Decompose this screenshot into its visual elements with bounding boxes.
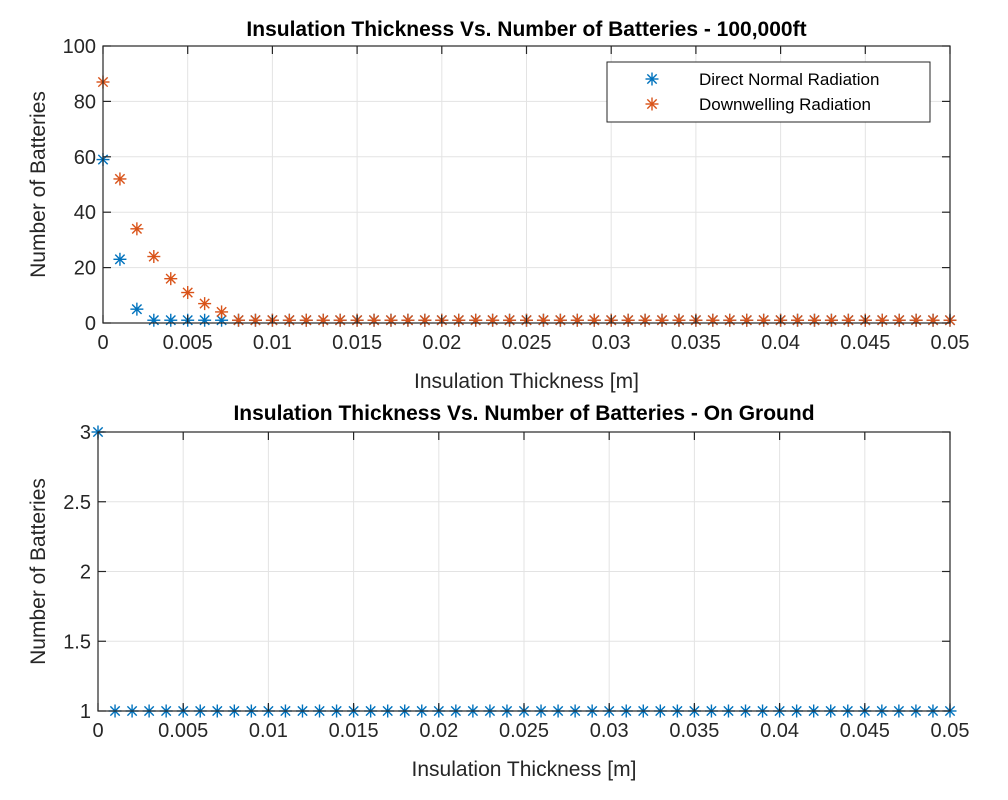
data-point [113, 172, 127, 186]
data-point [791, 313, 805, 327]
x-tick-label: 0.01 [253, 332, 292, 354]
x-tick-label: 0.03 [590, 720, 629, 742]
data-point [841, 313, 855, 327]
x-tick-label: 0.04 [761, 332, 800, 354]
data-point [486, 313, 500, 327]
plot-on-ground: 0 0.005 0.01 0.015 0.02 0.025 0.03 0.035 0.04 0.0… [27, 402, 969, 781]
y-tick-label: 40 [74, 202, 96, 224]
x-tick-label: 0.04 [760, 720, 799, 742]
data-point [824, 313, 838, 327]
legend: Direct Normal Radiation Downwelling Radi… [606, 61, 931, 123]
axis-ticks: 0 0.005 0.01 0.015 0.02 0.025 0.03 0.035 0.04 0.0… [63, 36, 970, 354]
x-tick-label: 0.02 [419, 720, 458, 742]
x-tick-label: 0.03 [592, 332, 631, 354]
data-point [757, 313, 771, 327]
y-tick-label: 2.5 [63, 492, 91, 514]
data-point [587, 313, 601, 327]
y-tick-label: 3 [80, 422, 91, 444]
data-point [198, 297, 212, 311]
data-point [215, 305, 229, 319]
axis-ticks: 0 0.005 0.01 0.015 0.02 0.025 0.03 0.035 0.04 0.0… [63, 422, 969, 742]
data-point [723, 313, 737, 327]
data-point [503, 313, 517, 327]
x-tick-label: 0.025 [499, 720, 549, 742]
x-tick-label: 0.025 [501, 332, 551, 354]
data-point [282, 313, 296, 327]
x-tick-label: 0.015 [332, 332, 382, 354]
x-tick-label: 0.035 [669, 720, 719, 742]
x-axis-label: Insulation Thickness [m] [414, 370, 639, 393]
x-tick-label: 0.045 [840, 720, 890, 742]
data-point [299, 313, 313, 327]
data-point [655, 313, 669, 327]
data-point [333, 313, 347, 327]
y-axis-label: Number of Batteries [27, 478, 50, 665]
data-point [164, 272, 178, 286]
y-tick-label: 1.5 [63, 631, 91, 653]
data-point [452, 313, 466, 327]
legend-marker-icon [645, 72, 659, 86]
data-point [672, 313, 686, 327]
y-tick-label: 80 [74, 91, 96, 113]
x-tick-label: 0.005 [163, 332, 213, 354]
y-tick-label: 1 [80, 701, 91, 723]
data-point [316, 313, 330, 327]
x-tick-label: 0.015 [329, 720, 379, 742]
data-point [909, 313, 923, 327]
y-tick-label: 60 [74, 147, 96, 169]
data-point [638, 313, 652, 327]
y-tick-label: 2 [80, 562, 91, 584]
data-point [570, 313, 584, 327]
data-point [367, 313, 381, 327]
data-point [181, 286, 195, 300]
data-point [706, 313, 720, 327]
legend-marker-direct-normal [645, 72, 659, 86]
data-point [113, 252, 127, 266]
data-point [384, 313, 398, 327]
x-tick-label: 0 [92, 720, 103, 742]
data-point [418, 313, 432, 327]
data-point [130, 222, 144, 236]
y-tick-label: 0 [85, 313, 96, 335]
legend-entry-direct-normal: Direct Normal Radiation [699, 70, 879, 89]
x-tick-label: 0.005 [158, 720, 208, 742]
y-tick-label: 100 [63, 36, 96, 58]
legend-box [606, 61, 931, 123]
plot-100000ft: 0 0.005 0.01 0.015 0.02 0.025 0.03 0.035 0.04 0.0… [27, 18, 969, 393]
x-axis-label: Insulation Thickness [m] [412, 758, 637, 781]
y-axis-label: Number of Batteries [27, 91, 50, 278]
data-point [926, 313, 940, 327]
x-tick-label: 0.02 [422, 332, 461, 354]
legend-entry-downwelling: Downwelling Radiation [699, 95, 871, 114]
legend-marker-downwelling [645, 97, 659, 111]
data-point [401, 313, 415, 327]
data-point [198, 313, 212, 327]
legend-marker-icon [645, 97, 659, 111]
grid-lines [97, 431, 951, 712]
data-point [892, 313, 906, 327]
data-point [807, 313, 821, 327]
data-point [740, 313, 754, 327]
x-tick-label: 0 [97, 332, 108, 354]
data-point [553, 313, 567, 327]
x-tick-label: 0.035 [671, 332, 721, 354]
data-point [621, 313, 635, 327]
data-point [248, 313, 262, 327]
data-point [875, 313, 889, 327]
data-point [469, 313, 483, 327]
data-point [536, 313, 550, 327]
chart-title: Insulation Thickness Vs. Number of Batte… [246, 18, 806, 41]
x-tick-label: 0.05 [931, 332, 970, 354]
x-tick-label: 0.045 [840, 332, 890, 354]
data-point [147, 250, 161, 264]
data-point [130, 302, 144, 316]
x-tick-label: 0.01 [249, 720, 288, 742]
x-tick-label: 0.05 [931, 720, 970, 742]
y-tick-label: 20 [74, 258, 96, 280]
data-point [232, 313, 246, 327]
chart-title: Insulation Thickness Vs. Number of Batte… [233, 402, 814, 425]
data-point [164, 313, 178, 327]
data-point [147, 313, 161, 327]
